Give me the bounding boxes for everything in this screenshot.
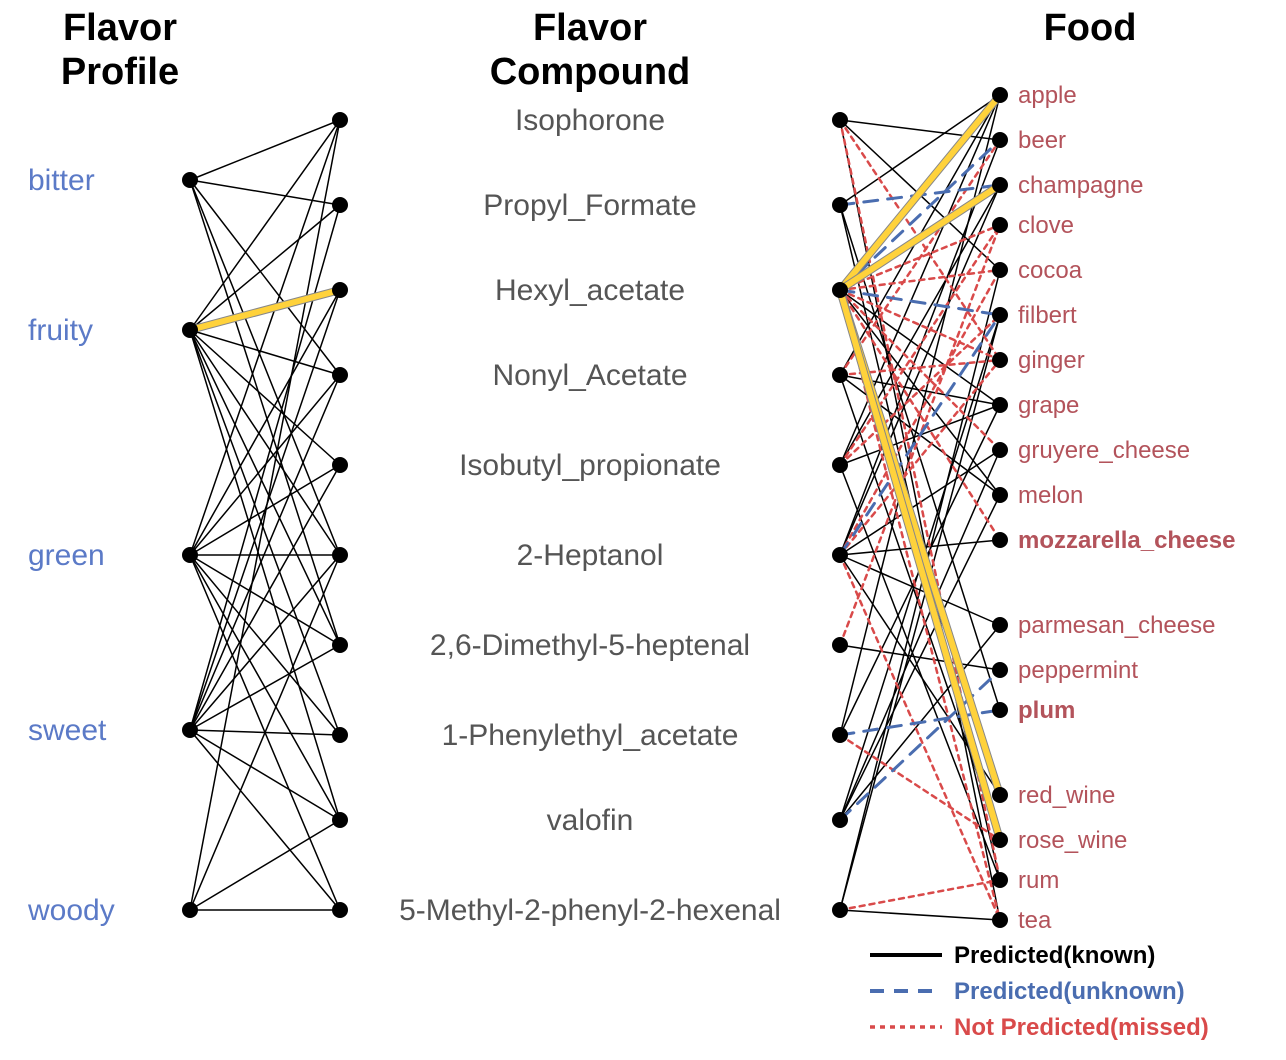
food-node-clove [992, 217, 1008, 233]
food-label-grape: grape [1018, 392, 1079, 419]
food-node-ginger [992, 352, 1008, 368]
food-label-ginger: ginger [1018, 347, 1085, 374]
food-label-plum: plum [1018, 697, 1075, 724]
profile-node-green [182, 547, 198, 563]
compound-left-node-propyl_formate [332, 197, 348, 213]
food-node-mozzarella_cheese [992, 532, 1008, 548]
food-node-gruyere_cheese [992, 442, 1008, 458]
compound-right-node-dimethyl_heptenal [832, 637, 848, 653]
profile-label-fruity: fruity [28, 314, 93, 347]
tripartite-diagram: FlavorProfileFlavorCompoundFoodbitterfru… [0, 0, 1286, 1060]
header-compound: Flavor [533, 7, 647, 49]
compound-label-valofin: valofin [547, 804, 634, 837]
food-label-mozzarella_cheese: mozzarella_cheese [1018, 527, 1235, 554]
compound-right-node-phenylethyl_acetate [832, 727, 848, 743]
profile-label-woody: woody [27, 894, 115, 927]
compound-left-node-nonyl_acetate [332, 367, 348, 383]
food-node-filbert [992, 307, 1008, 323]
food-label-clove: clove [1018, 212, 1074, 239]
profile-node-fruity [182, 322, 198, 338]
compound-right-node-isophorone [832, 112, 848, 128]
compound-left-node-valofin [332, 812, 348, 828]
compound-label-methyl_phenyl_hexenal: 5-Methyl-2-phenyl-2-hexenal [399, 894, 781, 927]
compound-label-dimethyl_heptenal: 2,6-Dimethyl-5-heptenal [430, 629, 750, 662]
food-node-cocoa [992, 262, 1008, 278]
profile-node-bitter [182, 172, 198, 188]
compound-left-node-phenylethyl_acetate [332, 727, 348, 743]
compound-left-node-heptanol [332, 547, 348, 563]
compound-label-hexyl_acetate: Hexyl_acetate [495, 274, 685, 307]
food-label-rose_wine: rose_wine [1018, 827, 1127, 854]
food-label-champagne: champagne [1018, 172, 1143, 199]
compound-left-node-hexyl_acetate [332, 282, 348, 298]
compound-right-node-hexyl_acetate [832, 282, 848, 298]
food-label-beer: beer [1018, 127, 1066, 154]
compound-left-node-methyl_phenyl_hexenal [332, 902, 348, 918]
compound-label-heptanol: 2-Heptanol [517, 539, 664, 572]
compound-left-node-dimethyl_heptenal [332, 637, 348, 653]
compound-right-node-valofin [832, 812, 848, 828]
food-node-champagne [992, 177, 1008, 193]
compound-label-phenylethyl_acetate: 1-Phenylethyl_acetate [442, 719, 739, 752]
food-label-red_wine: red_wine [1018, 782, 1115, 809]
food-label-apple: apple [1018, 82, 1077, 109]
food-node-parmesan_cheese [992, 617, 1008, 633]
compound-right-node-nonyl_acetate [832, 367, 848, 383]
legend-label-missed: Not Predicted(missed) [954, 1014, 1209, 1041]
compound-label-propyl_formate: Propyl_Formate [483, 189, 696, 222]
compound-left-node-isophorone [332, 112, 348, 128]
compound-label-isophorone: Isophorone [515, 104, 665, 137]
food-node-peppermint [992, 662, 1008, 678]
food-node-rose_wine [992, 832, 1008, 848]
food-node-melon [992, 487, 1008, 503]
food-node-plum [992, 702, 1008, 718]
food-label-tea: tea [1018, 907, 1052, 934]
compound-right-node-isobutyl_propionate [832, 457, 848, 473]
header-food: Food [1044, 7, 1137, 49]
food-label-cocoa: cocoa [1018, 257, 1083, 284]
food-node-grape [992, 397, 1008, 413]
legend-label-unknown: Predicted(unknown) [954, 978, 1185, 1005]
food-label-melon: melon [1018, 482, 1083, 509]
profile-node-woody [182, 902, 198, 918]
profile-label-bitter: bitter [28, 164, 95, 197]
legend-label-default: Predicted(known) [954, 942, 1155, 969]
compound-left-node-isobutyl_propionate [332, 457, 348, 473]
profile-node-sweet [182, 722, 198, 738]
compound-label-nonyl_acetate: Nonyl_Acetate [492, 359, 687, 392]
legend: Predicted(known) Predicted(unknown) Not Pr… [870, 942, 1209, 1041]
food-node-rum [992, 872, 1008, 888]
compound-label-isobutyl_propionate: Isobutyl_propionate [459, 449, 721, 482]
profile-label-sweet: sweet [28, 714, 107, 747]
labels: FlavorProfileFlavorCompoundFoodbitterfru… [27, 7, 1235, 934]
food-node-tea [992, 912, 1008, 928]
compound-right-node-methyl_phenyl_hexenal [832, 902, 848, 918]
profile-label-green: green [28, 539, 105, 572]
food-label-filbert: filbert [1018, 302, 1077, 329]
header-profile: Flavor [63, 7, 177, 49]
compound-right-node-propyl_formate [832, 197, 848, 213]
food-node-apple [992, 87, 1008, 103]
food-label-rum: rum [1018, 867, 1059, 894]
compound-right-node-heptanol [832, 547, 848, 563]
food-label-parmesan_cheese: parmesan_cheese [1018, 612, 1215, 639]
header-profile: Profile [61, 51, 179, 93]
food-label-gruyere_cheese: gruyere_cheese [1018, 437, 1190, 464]
food-node-red_wine [992, 787, 1008, 803]
header-compound: Compound [490, 51, 691, 93]
food-node-beer [992, 132, 1008, 148]
food-label-peppermint: peppermint [1018, 657, 1138, 684]
